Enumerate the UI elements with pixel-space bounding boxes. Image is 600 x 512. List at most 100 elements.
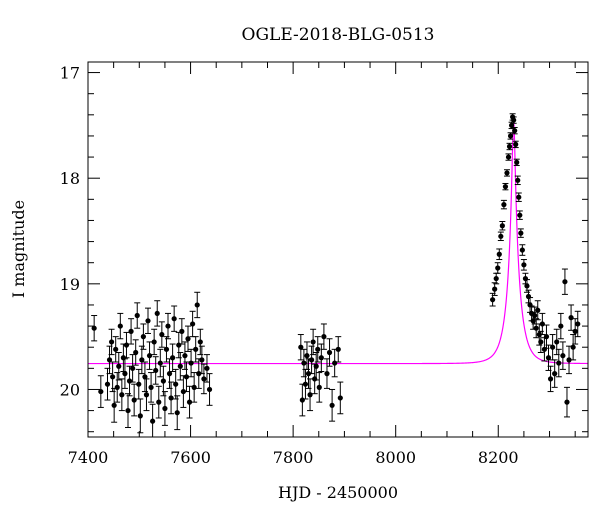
x-tick-label: 8200 — [478, 448, 519, 467]
data-marker — [130, 365, 136, 371]
data-marker — [504, 170, 510, 176]
data-marker — [142, 374, 148, 380]
data-point — [114, 372, 121, 403]
data-marker — [91, 325, 97, 331]
data-point — [111, 387, 118, 423]
data-marker — [150, 418, 156, 424]
data-marker — [501, 202, 507, 208]
data-point — [551, 359, 558, 388]
data-marker — [332, 360, 338, 366]
data-point — [121, 358, 128, 389]
data-point — [134, 302, 141, 329]
data-marker — [122, 371, 128, 377]
data-marker — [511, 117, 517, 123]
data-marker — [199, 357, 205, 363]
data-marker — [108, 339, 115, 345]
data-marker — [191, 384, 197, 390]
data-marker — [572, 328, 578, 334]
data-point — [200, 363, 207, 395]
data-point — [146, 341, 153, 370]
data-marker — [148, 384, 154, 390]
data-marker — [505, 154, 512, 160]
data-marker — [197, 339, 203, 345]
data-point — [519, 244, 526, 256]
data-marker — [495, 265, 501, 271]
data-marker — [160, 378, 166, 384]
data-marker — [174, 410, 180, 416]
data-point — [307, 378, 314, 412]
data-marker — [506, 143, 513, 150]
data-point — [557, 312, 564, 340]
data-point — [132, 339, 139, 366]
data-point — [572, 318, 579, 345]
model-layer — [88, 119, 588, 365]
data-marker — [562, 279, 568, 285]
data-marker — [126, 378, 133, 384]
data-point — [561, 268, 568, 295]
data-point — [503, 169, 510, 177]
data-point — [549, 334, 556, 361]
data-marker — [128, 328, 134, 334]
data-marker — [134, 312, 140, 319]
data-marker — [564, 399, 570, 405]
data-marker — [186, 399, 193, 405]
data-marker — [166, 371, 173, 377]
data-point — [183, 361, 190, 393]
data-point — [189, 310, 196, 338]
data-point — [316, 372, 323, 403]
data-point — [149, 403, 156, 437]
data-point — [510, 116, 517, 124]
data-marker — [517, 212, 523, 218]
data-marker — [560, 353, 566, 359]
data-marker — [538, 339, 544, 345]
data-point — [335, 336, 342, 363]
data-marker — [318, 355, 324, 361]
data-point — [496, 248, 503, 261]
data-marker — [532, 312, 538, 319]
data-point — [188, 348, 195, 378]
data-marker — [305, 371, 312, 377]
data-marker — [316, 384, 322, 390]
data-point — [106, 345, 113, 375]
data-marker — [113, 346, 119, 352]
data-marker — [193, 346, 199, 352]
data-point — [161, 391, 168, 426]
data-marker — [524, 283, 530, 289]
data-point — [128, 318, 135, 345]
data-marker — [499, 223, 505, 229]
data-point — [141, 361, 148, 393]
data-point — [148, 372, 155, 403]
data-marker — [179, 328, 185, 334]
data-marker — [310, 339, 316, 345]
x-tick-label: 8000 — [375, 448, 416, 467]
data-point — [313, 351, 320, 381]
data-point — [108, 328, 115, 356]
data-marker — [508, 122, 515, 128]
data-marker — [116, 363, 122, 369]
data-marker — [131, 397, 137, 403]
data-marker — [204, 365, 210, 371]
data-marker — [518, 230, 524, 236]
data-marker — [171, 316, 177, 322]
data-marker — [123, 342, 130, 348]
data-marker — [176, 342, 182, 348]
data-point — [97, 375, 104, 408]
data-point — [491, 282, 498, 296]
data-point — [314, 336, 321, 363]
data-point — [547, 365, 554, 393]
data-marker — [180, 388, 186, 395]
data-marker — [543, 334, 550, 340]
data-point — [511, 126, 518, 135]
data-marker — [173, 381, 179, 387]
data-point — [129, 354, 136, 383]
data-marker — [558, 323, 564, 329]
y-tick-label: 19 — [60, 275, 80, 294]
data-point — [522, 272, 529, 285]
data-point — [180, 375, 187, 408]
data-point — [165, 312, 171, 340]
data-marker — [185, 336, 191, 342]
data-marker — [324, 371, 330, 377]
data-marker — [165, 323, 171, 329]
data-marker — [535, 307, 541, 313]
data-point — [169, 343, 176, 373]
